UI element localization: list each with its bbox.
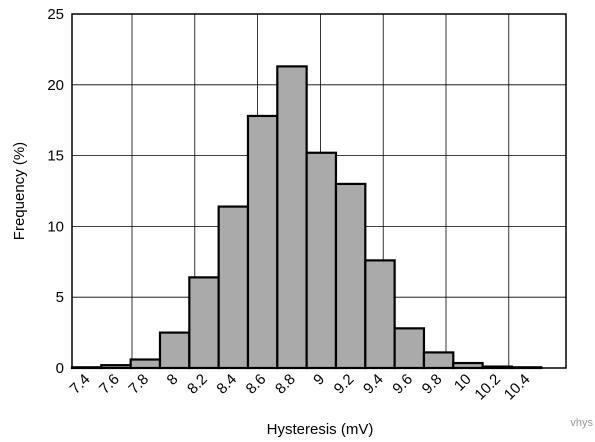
x-tick-label: 7.4	[67, 371, 94, 398]
histogram-bar-7.8	[129, 358, 162, 370]
y-tick-label: 20	[47, 77, 64, 94]
x-tick-label: 9	[310, 371, 328, 389]
x-tick-label: 7.8	[125, 371, 152, 398]
histogram-bar-8.8	[276, 65, 308, 370]
histogram-bar-8	[158, 331, 191, 370]
x-tick-label: 9.8	[419, 371, 446, 398]
x-tick-label: 10.4	[501, 371, 534, 404]
plot-frame	[71, 13, 567, 369]
y-tick-labels: 0 5 10 15 20 25	[47, 6, 64, 377]
x-tick-label: 8	[164, 371, 182, 389]
y-tick-label: 25	[47, 6, 64, 23]
x-tick-label: 10.2	[471, 371, 504, 404]
y-tick-label: 10	[47, 218, 64, 235]
x-tick-label: 8.2	[184, 371, 211, 398]
x-tick-label: 9.4	[360, 371, 387, 398]
x-tick-label: 8.4	[213, 371, 240, 398]
y-axis-label: Frequency (%)	[11, 142, 28, 240]
y-tick-label: 5	[56, 289, 64, 306]
x-tick-label: 8.6	[243, 371, 270, 398]
histogram-bar-8.4	[217, 205, 250, 370]
bars	[70, 65, 543, 370]
figure-id-label: vhys	[570, 417, 593, 429]
x-tick-label: 8.8	[272, 371, 299, 398]
histogram-bar-8.2	[188, 276, 220, 370]
x-axis-label: Hysteresis (mV)	[267, 421, 374, 438]
histogram-bar-9.4	[364, 259, 396, 370]
histogram-bar-9	[305, 151, 338, 370]
histogram-bar-9.6	[393, 327, 426, 370]
x-tick-labels: 7.4 7.6 7.8 8 8.2 8.4 8.6 8.8 9 9.2 9.4 9.6 9.8 1010.…	[67, 371, 534, 404]
x-tick-label: 7.6	[96, 371, 123, 398]
histogram-bar-9.2	[334, 182, 367, 370]
histogram-bar-8.6	[246, 114, 279, 370]
histogram-bar-9.8	[422, 351, 455, 370]
y-tick-label: 0	[56, 360, 64, 377]
x-tick-label: 9.2	[331, 371, 358, 398]
y-tick-label: 15	[47, 148, 64, 165]
x-tick-label: 9.6	[389, 371, 416, 398]
